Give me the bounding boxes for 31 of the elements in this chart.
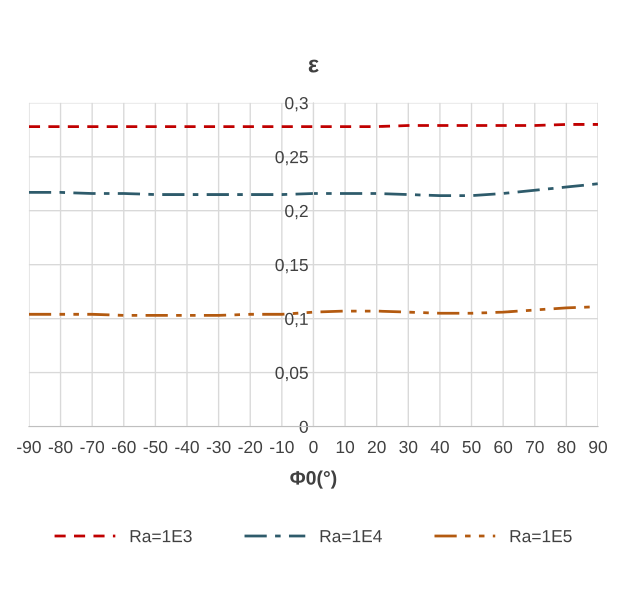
y-tick-label: 0,25	[275, 150, 308, 166]
x-tick-label: 0	[309, 440, 318, 454]
x-tick-label: 60	[494, 440, 512, 454]
x-tick-label: 20	[368, 440, 386, 454]
legend-label: Ra=1E4	[320, 530, 382, 542]
x-tick-label: 70	[526, 440, 544, 454]
x-tick-label: -90	[17, 440, 41, 454]
legend-label: Ra=1E3	[130, 530, 192, 542]
x-tick-label: -50	[144, 440, 168, 454]
x-tick-label: 90	[589, 440, 607, 454]
x-tick-label: -40	[175, 440, 199, 454]
x-tick-label: 80	[557, 440, 576, 454]
y-tick-label: 0,05	[275, 366, 308, 382]
y-tick-label: 0,15	[275, 258, 308, 274]
y-tick-label: 0,2	[285, 204, 308, 220]
x-axis-title: Φ0(°)	[290, 470, 336, 489]
x-tick-label: 40	[430, 440, 449, 454]
x-tick-label: -30	[206, 440, 230, 454]
x-tick-label: -60	[112, 440, 136, 454]
x-tick-label: -20	[238, 440, 262, 454]
legend-label: Ra=1E5	[510, 530, 572, 542]
x-tick-label: 30	[399, 440, 418, 454]
y-tick-label: 0,1	[285, 312, 308, 328]
chart-title: ε	[308, 60, 319, 73]
x-tick-label: -80	[48, 440, 72, 454]
x-tick-label: 10	[336, 440, 354, 454]
y-tick-label: 0,3	[285, 97, 308, 112]
x-tick-label: -10	[270, 440, 294, 454]
line-series	[28, 182, 598, 198]
x-tick-label: -70	[80, 440, 104, 454]
x-tick-label: 50	[462, 440, 481, 454]
